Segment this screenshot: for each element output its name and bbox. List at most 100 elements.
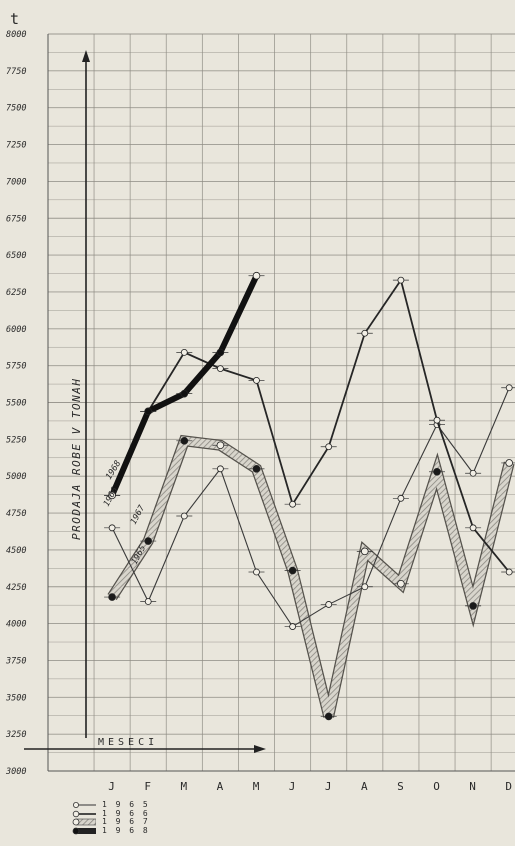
series-1967-point: [469, 602, 477, 610]
y-tick-label: 3500: [5, 693, 26, 703]
legend-label: 1 9 6 8: [102, 825, 150, 835]
series-1965-point: [469, 469, 477, 477]
series-1967-point: [180, 437, 189, 445]
legend-label: 1 9 6 7: [102, 817, 150, 826]
series-1967-line: [108, 436, 514, 718]
y-tick-label: 3000: [5, 767, 26, 777]
legend-symbol-1967: [72, 818, 96, 826]
y-tick-label: 3250: [5, 730, 26, 740]
x-tick-label: S: [397, 780, 405, 793]
series-1965-point: [505, 384, 513, 392]
legend-symbol-1965: [73, 802, 96, 809]
series-1966-point: [253, 376, 260, 384]
x-tick-label: J: [325, 780, 333, 793]
series-1968-point: [144, 407, 153, 416]
series-1967-point: [397, 580, 405, 588]
y-tick-label: 5750: [6, 362, 26, 372]
y-tick-label: 5500: [6, 399, 26, 409]
series-1966-point: [325, 443, 333, 451]
y-tick-labels: 3000 3250 3500 3750 4000 4250 4500 4750 5000 5250…: [5, 30, 26, 777]
y-tick-label: 6000: [6, 325, 26, 335]
legend-symbol-1966: [72, 810, 96, 817]
y-tick-label: 4500: [6, 546, 26, 556]
x-tick-label: N: [469, 780, 477, 793]
x-tick-label: D: [505, 780, 513, 793]
series-1966-point: [433, 416, 441, 424]
y-tick-label: 4250: [6, 583, 26, 593]
y-tick-label: 5000: [6, 472, 26, 482]
series-1967-point: [144, 537, 153, 545]
series-1968-point: [252, 271, 261, 280]
y-tick-label: 7000: [6, 177, 26, 187]
y-tick-label: 7250: [6, 141, 26, 151]
series-1966-point: [397, 276, 405, 284]
y-tick-label: 7500: [6, 104, 26, 114]
x-tick-label: F: [144, 780, 152, 793]
series-1968-point: [108, 491, 116, 500]
series-1965-point: [216, 465, 224, 473]
y-tick-label: 5250: [6, 435, 26, 445]
series-1967-point: [252, 465, 261, 473]
series-1966-point: [216, 365, 224, 372]
x-tick-label: J: [108, 780, 116, 793]
y-tick-label: 8000: [6, 30, 26, 40]
legend-label: 1 9 6 5: [102, 800, 150, 809]
axes: [24, 50, 266, 753]
series-1967-point: [433, 467, 441, 476]
series-1967-point: [324, 712, 333, 721]
y-tick-label: 6500: [6, 251, 26, 261]
y-tick-label: 6750: [6, 214, 26, 224]
series-1965-point: [361, 583, 369, 591]
legend: 1 9 6 5 1 9 6 6 1 9 6 7 1 9 6 8: [72, 800, 150, 836]
legend-item-1965: 1 9 6 5: [72, 800, 150, 810]
series-1967-point: [505, 459, 514, 467]
legend-symbol-1968: [72, 827, 96, 835]
grid: [47, 33, 515, 772]
x-tick-label: O: [433, 780, 441, 793]
x-tick-label: M: [253, 780, 261, 793]
y-axis-title: PRODAJA ROBE V TONAH: [70, 378, 83, 540]
unit-label: t: [10, 10, 19, 28]
y-axis-arrowhead: [82, 50, 90, 62]
x-tick-label: M: [180, 780, 188, 793]
legend-item-1968: 1 9 6 8: [72, 825, 150, 836]
series-1968-point: [216, 348, 225, 357]
y-tick-label: 7750: [6, 67, 26, 77]
series-1965-point: [144, 598, 152, 605]
series-1968-point: [180, 389, 189, 398]
series-1967-point: [108, 593, 116, 601]
series-1966-point: [180, 348, 188, 356]
series-1967-point: [216, 441, 225, 450]
series-1965-point: [325, 601, 333, 608]
series-1967-point: [360, 547, 369, 556]
series-1966-point: [289, 500, 297, 508]
series-1966-point: [505, 568, 513, 576]
y-tick-label: 3750: [5, 656, 26, 666]
x-tick-label: J: [289, 780, 297, 793]
series-1965-point: [253, 568, 260, 576]
series-layer: [104, 271, 515, 721]
series-1966-point: [469, 524, 477, 532]
x-tick-label: A: [217, 780, 225, 793]
y-tick-label: 4000: [6, 620, 26, 630]
y-tick-label: 4750: [6, 509, 26, 519]
x-axis-arrowhead: [254, 745, 266, 753]
legend-label: 1 9 6 6: [102, 808, 150, 818]
series-1966-line: [111, 278, 510, 573]
series-1965-point: [180, 512, 188, 520]
series-1967-point: [288, 566, 297, 575]
series-1966-point: [361, 329, 369, 337]
x-axis-title: MESECI: [98, 737, 158, 748]
y-tick-label: 6250: [6, 288, 26, 298]
series-label-1967: 1967: [129, 503, 148, 527]
series-1965-point: [289, 623, 297, 630]
series-1965-point: [108, 524, 116, 532]
series-1965-line: [111, 387, 510, 628]
x-tick-label: A: [361, 780, 369, 793]
series-1968-line: [109, 274, 260, 497]
series-1965-point: [397, 494, 405, 502]
legend-item-1967: 1 9 6 7: [72, 817, 150, 827]
series-label-1966: 1966: [102, 486, 120, 509]
